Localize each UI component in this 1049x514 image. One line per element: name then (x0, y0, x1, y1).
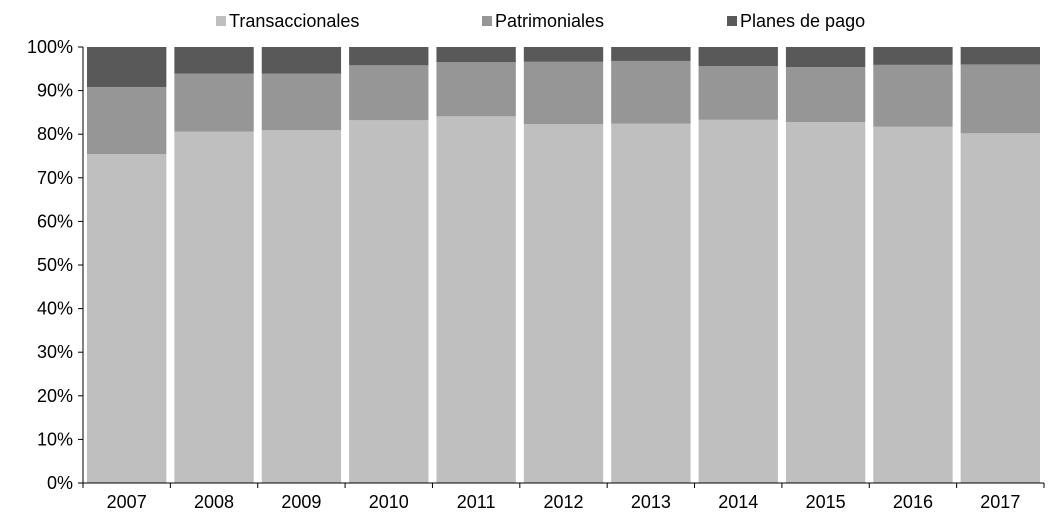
legend-label: Transaccionales (229, 11, 359, 31)
bar-segment-patrimoniales-2007 (87, 87, 167, 155)
bar-segment-planes-de-pago-2010 (349, 47, 429, 66)
y-tick-label: 0% (47, 473, 73, 493)
bar-segment-patrimoniales-2012 (523, 61, 604, 125)
bar-segment-transaccionales-2016 (873, 126, 953, 483)
y-tick-label: 50% (37, 255, 73, 275)
bar-segment-transaccionales-2013 (611, 123, 691, 484)
x-axis: 2007 2008 2009 2010 2011 2012 2013 2014 2015 2016… (82, 482, 1045, 512)
x-tick-label: 2012 (543, 492, 583, 512)
x-tick-label: 2017 (980, 492, 1020, 512)
bar-segment-patrimoniales-2009 (261, 73, 342, 131)
y-tick-label: 40% (37, 299, 73, 319)
bar-segment-patrimoniales-2010 (349, 65, 429, 121)
bar-segment-planes-de-pago-2008 (174, 47, 254, 74)
x-tick-label: 2008 (194, 492, 234, 512)
y-tick-label: 30% (37, 342, 73, 362)
x-tick-label: 2015 (806, 492, 846, 512)
bar-segment-transaccionales-2007 (87, 154, 167, 483)
bar-segment-patrimoniales-2017 (960, 64, 1040, 134)
legend-swatch-planes-de-pago (727, 16, 737, 26)
x-tick-label: 2011 (457, 492, 496, 512)
bar-segment-planes-de-pago-2007 (87, 47, 167, 88)
bar-segment-transaccionales-2012 (523, 124, 604, 484)
bar-segment-patrimoniales-2011 (436, 62, 516, 117)
x-tick-label: 2016 (893, 492, 933, 512)
bar-segment-transaccionales-2014 (698, 119, 778, 483)
y-tick-label: 100% (27, 37, 73, 57)
bar-segment-transaccionales-2010 (349, 120, 429, 483)
bar-segment-planes-de-pago-2012 (523, 47, 604, 62)
bar-segment-patrimoniales-2016 (873, 64, 953, 127)
bar-segment-planes-de-pago-2013 (611, 47, 691, 61)
bar-segment-planes-de-pago-2011 (436, 47, 516, 63)
x-tick-label: 2010 (369, 492, 409, 512)
legend-swatch-patrimoniales (482, 16, 492, 26)
bar-segment-patrimoniales-2014 (698, 66, 778, 120)
y-tick-label: 70% (37, 168, 73, 188)
y-tick-label: 20% (37, 386, 73, 406)
bar-segment-planes-de-pago-2015 (785, 47, 866, 68)
legend: Transaccionales Patrimoniales Planes de pa… (216, 11, 865, 31)
bar-segment-patrimoniales-2015 (785, 67, 866, 122)
bar-segment-transaccionales-2011 (436, 116, 516, 483)
legend-label: Patrimoniales (495, 11, 604, 31)
bar-segment-transaccionales-2015 (785, 121, 866, 484)
x-tick-label: 2014 (718, 492, 758, 512)
x-tick-label: 2009 (281, 492, 321, 512)
bars (87, 47, 1040, 484)
bar-segment-transaccionales-2017 (960, 133, 1040, 483)
x-tick-label: 2007 (107, 492, 147, 512)
y-tick-label: 90% (37, 81, 73, 101)
bar-segment-transaccionales-2009 (261, 130, 342, 483)
y-tick-label: 60% (37, 211, 73, 231)
bar-segment-patrimoniales-2013 (611, 60, 691, 124)
legend-label: Planes de pago (740, 11, 865, 31)
bar-segment-planes-de-pago-2014 (698, 47, 778, 67)
y-tick-label: 10% (37, 429, 73, 449)
legend-swatch-transaccionales (216, 16, 226, 26)
bar-segment-planes-de-pago-2017 (960, 47, 1040, 65)
bar-segment-planes-de-pago-2009 (261, 47, 342, 74)
bar-segment-patrimoniales-2008 (174, 73, 254, 132)
y-tick-label: 80% (37, 124, 73, 144)
y-axis: 0% 10% 20% 30% 40% 50% 60% 70% 80% 90% 100% (27, 37, 84, 493)
x-tick-label: 2013 (631, 492, 671, 512)
bar-segment-planes-de-pago-2016 (873, 47, 953, 65)
bar-segment-transaccionales-2008 (174, 131, 254, 483)
